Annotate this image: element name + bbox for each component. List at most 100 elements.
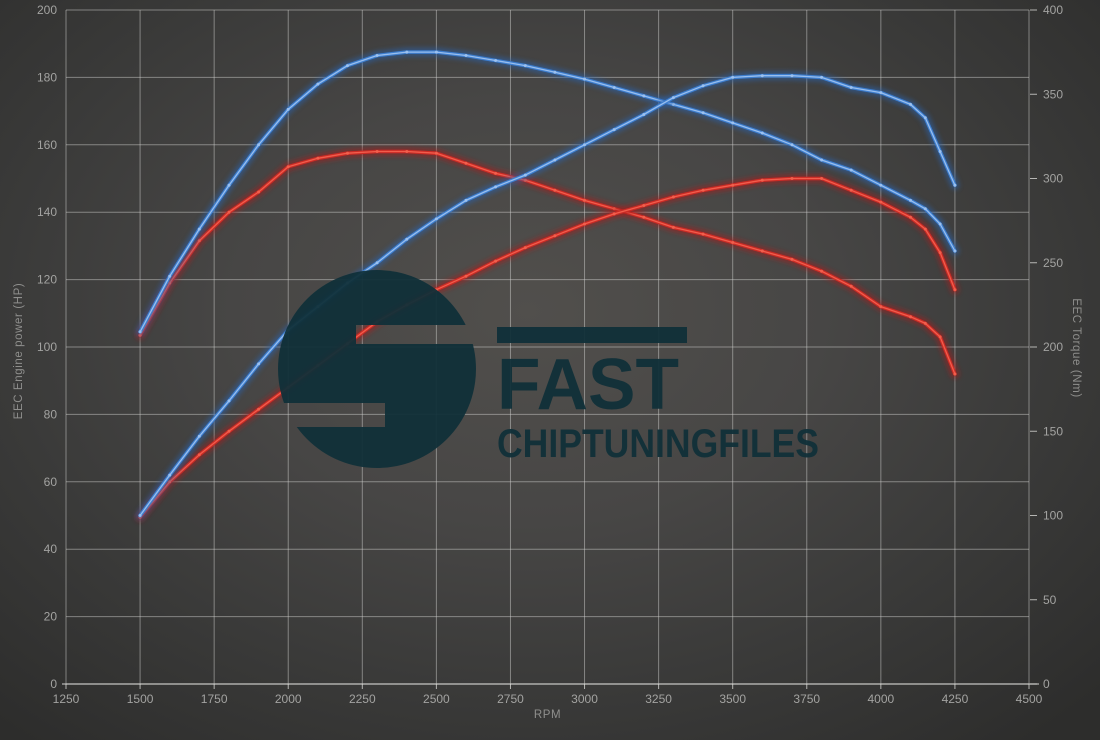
x-tick-label: 2750 xyxy=(497,692,524,706)
data-point-marker xyxy=(494,171,498,175)
data-point-marker xyxy=(701,188,705,192)
data-point-marker xyxy=(879,305,883,309)
series-core xyxy=(139,150,956,375)
logo-bar xyxy=(497,327,687,343)
data-point-marker xyxy=(671,102,675,106)
y-left-tick-label: 40 xyxy=(44,542,58,556)
grid xyxy=(62,9,1039,685)
data-point-marker xyxy=(405,150,409,153)
data-point-marker xyxy=(168,274,172,278)
y-left-tick-label: 160 xyxy=(37,138,57,152)
data-point-marker xyxy=(909,315,912,319)
data-point-marker xyxy=(642,113,646,116)
data-point-marker xyxy=(257,190,261,194)
data-point-marker xyxy=(464,54,468,57)
data-point-marker xyxy=(671,195,675,199)
data-point-marker xyxy=(197,227,201,231)
data-point-marker xyxy=(523,64,527,68)
data-point-marker xyxy=(257,143,261,147)
data-point-marker xyxy=(583,143,586,147)
data-point-marker xyxy=(790,143,794,147)
data-point-marker xyxy=(168,473,172,477)
data-point-marker xyxy=(760,178,764,182)
data-point-marker xyxy=(434,50,438,54)
data-point-marker xyxy=(346,151,349,155)
data-point-marker xyxy=(820,158,824,162)
data-point-marker xyxy=(938,150,942,153)
data-point-marker xyxy=(790,257,794,261)
x-tick-label: 2000 xyxy=(275,692,302,706)
y-left-tick-label: 0 xyxy=(50,677,57,691)
data-point-marker xyxy=(953,249,957,253)
watermark-logo: FAST CHIPTUNINGFILES xyxy=(266,262,819,478)
x-tick-label: 4000 xyxy=(867,692,894,706)
data-point-marker xyxy=(227,429,231,433)
data-point-marker xyxy=(923,227,927,231)
data-point-marker xyxy=(820,177,824,180)
data-point-marker xyxy=(257,362,261,366)
y-right-tick-label: 200 xyxy=(1043,340,1063,354)
x-tick-label: 1500 xyxy=(127,692,154,706)
data-point-marker xyxy=(197,453,201,457)
data-point-marker xyxy=(909,102,912,106)
data-point-marker xyxy=(671,96,675,100)
data-point-marker xyxy=(953,372,957,376)
y-right-tick-label: 0 xyxy=(1043,677,1050,691)
data-point-marker xyxy=(760,131,764,135)
data-point-marker xyxy=(583,222,586,226)
y-left-tick-label: 80 xyxy=(44,407,58,421)
data-point-marker xyxy=(642,215,646,219)
data-point-marker xyxy=(701,111,705,115)
data-point-marker xyxy=(464,161,468,165)
data-point-marker xyxy=(523,173,527,177)
axis-ticks: 0204060801001201401601802000501001502002… xyxy=(37,3,1063,706)
data-point-marker xyxy=(583,198,586,202)
data-point-marker xyxy=(523,246,527,250)
y-right-tick-label: 100 xyxy=(1043,509,1063,523)
data-point-marker xyxy=(731,183,735,187)
data-point-marker xyxy=(553,158,557,162)
data-point-marker xyxy=(227,210,231,214)
data-point-marker xyxy=(375,150,379,153)
data-point-marker xyxy=(820,269,824,273)
data-point-marker xyxy=(464,198,468,202)
x-tick-label: 2500 xyxy=(423,692,450,706)
data-point-marker xyxy=(849,86,853,89)
y-left-tick-label: 20 xyxy=(44,610,58,624)
data-point-marker xyxy=(286,107,290,111)
data-point-marker xyxy=(257,407,261,411)
x-tick-label: 3500 xyxy=(719,692,746,706)
data-point-marker xyxy=(879,200,883,204)
data-point-marker xyxy=(760,74,764,78)
data-point-marker xyxy=(494,59,498,62)
y-left-tick-label: 180 xyxy=(37,70,57,84)
data-point-marker xyxy=(553,188,557,192)
data-point-marker xyxy=(612,212,616,216)
data-point-marker xyxy=(197,434,201,438)
data-point-marker xyxy=(197,239,201,243)
data-point-marker xyxy=(138,330,142,334)
data-point-marker xyxy=(938,222,942,226)
x-tick-label: 2250 xyxy=(349,692,376,706)
data-point-marker xyxy=(909,198,912,202)
x-tick-label: 4500 xyxy=(1016,692,1043,706)
series-red-torque xyxy=(135,147,960,379)
data-point-marker xyxy=(642,204,646,207)
x-tick-label: 3250 xyxy=(645,692,672,706)
data-point-marker xyxy=(316,82,320,86)
x-tick-label: 1750 xyxy=(201,692,228,706)
data-point-marker xyxy=(405,237,409,241)
data-point-marker xyxy=(760,249,764,253)
data-point-marker xyxy=(701,84,705,88)
data-point-marker xyxy=(138,514,142,517)
data-point-marker xyxy=(612,86,616,89)
y-right-tick-label: 50 xyxy=(1043,593,1057,607)
data-point-marker xyxy=(227,183,231,187)
y-right-tick-label: 150 xyxy=(1043,424,1063,438)
data-point-marker xyxy=(923,116,927,120)
x-tick-label: 3750 xyxy=(793,692,820,706)
x-tick-label: 4250 xyxy=(942,692,969,706)
data-point-marker xyxy=(553,234,557,238)
data-point-marker xyxy=(671,225,675,229)
